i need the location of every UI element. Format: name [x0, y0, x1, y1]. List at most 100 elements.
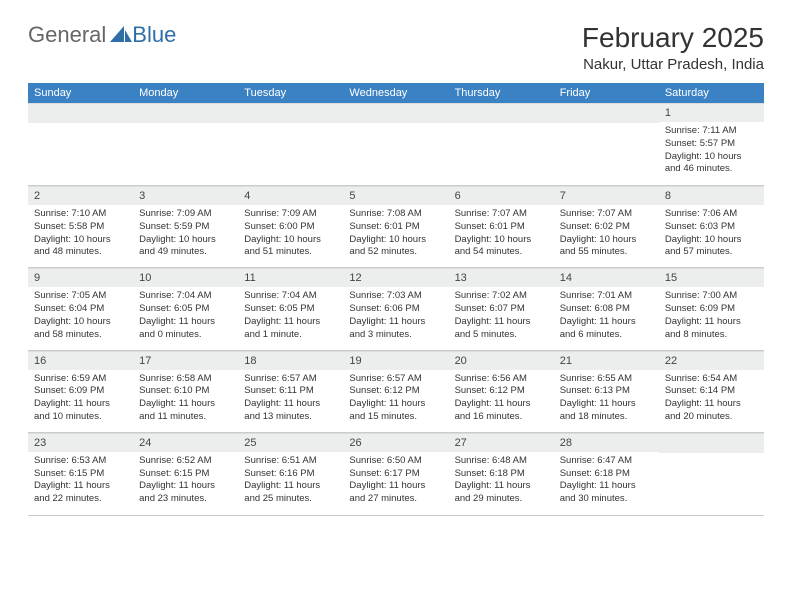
sunrise-text: Sunrise: 7:09 AM	[244, 208, 337, 221]
daylight-text: Daylight: 11 hours and 29 minutes.	[455, 480, 548, 506]
calendar-week-row: 1Sunrise: 7:11 AMSunset: 5:57 PMDaylight…	[28, 103, 764, 186]
daylight-text: Daylight: 10 hours and 46 minutes.	[665, 151, 758, 177]
daylight-text: Daylight: 10 hours and 54 minutes.	[455, 234, 548, 260]
daylight-text: Daylight: 11 hours and 13 minutes.	[244, 398, 337, 424]
sunrise-text: Sunrise: 7:04 AM	[139, 290, 232, 303]
sunrise-text: Sunrise: 6:48 AM	[455, 455, 548, 468]
day-number: 1	[659, 103, 764, 122]
sunset-text: Sunset: 6:08 PM	[560, 303, 653, 316]
calendar-day-cell: 25Sunrise: 6:51 AMSunset: 6:16 PMDayligh…	[238, 432, 343, 515]
day-body: Sunrise: 7:07 AMSunset: 6:01 PMDaylight:…	[449, 205, 554, 267]
day-number-blank	[554, 103, 659, 123]
title-block: February 2025 Nakur, Uttar Pradesh, Indi…	[582, 22, 764, 73]
daylight-text: Daylight: 11 hours and 11 minutes.	[139, 398, 232, 424]
sunset-text: Sunset: 5:57 PM	[665, 138, 758, 151]
calendar-day-cell: 24Sunrise: 6:52 AMSunset: 6:15 PMDayligh…	[133, 432, 238, 515]
calendar-day-cell: 9Sunrise: 7:05 AMSunset: 6:04 PMDaylight…	[28, 268, 133, 350]
calendar-week-row: 9Sunrise: 7:05 AMSunset: 6:04 PMDaylight…	[28, 268, 764, 350]
sunset-text: Sunset: 5:59 PM	[139, 221, 232, 234]
daylight-text: Daylight: 11 hours and 25 minutes.	[244, 480, 337, 506]
sunset-text: Sunset: 6:18 PM	[455, 468, 548, 481]
calendar-day-cell: 12Sunrise: 7:03 AMSunset: 6:06 PMDayligh…	[343, 268, 448, 350]
day-body-blank	[28, 123, 133, 185]
day-number: 5	[343, 186, 448, 205]
sunset-text: Sunset: 6:01 PM	[455, 221, 548, 234]
calendar-day-cell: 15Sunrise: 7:00 AMSunset: 6:09 PMDayligh…	[659, 268, 764, 350]
day-body: Sunrise: 6:54 AMSunset: 6:14 PMDaylight:…	[659, 370, 764, 432]
location-subtitle: Nakur, Uttar Pradesh, India	[582, 56, 764, 73]
sunset-text: Sunset: 6:12 PM	[455, 385, 548, 398]
day-number: 27	[449, 433, 554, 452]
day-number: 19	[343, 351, 448, 370]
calendar-day-cell: 21Sunrise: 6:55 AMSunset: 6:13 PMDayligh…	[554, 350, 659, 432]
calendar-day-cell: 1Sunrise: 7:11 AMSunset: 5:57 PMDaylight…	[659, 103, 764, 186]
daylight-text: Daylight: 11 hours and 6 minutes.	[560, 316, 653, 342]
sunset-text: Sunset: 6:11 PM	[244, 385, 337, 398]
day-body: Sunrise: 7:09 AMSunset: 5:59 PMDaylight:…	[133, 205, 238, 267]
day-body: Sunrise: 7:05 AMSunset: 6:04 PMDaylight:…	[28, 287, 133, 349]
weekday-header: Monday	[133, 83, 238, 103]
sunrise-text: Sunrise: 7:05 AM	[34, 290, 127, 303]
day-number: 17	[133, 351, 238, 370]
day-body: Sunrise: 7:07 AMSunset: 6:02 PMDaylight:…	[554, 205, 659, 267]
day-body-blank	[449, 123, 554, 185]
daylight-text: Daylight: 11 hours and 5 minutes.	[455, 316, 548, 342]
sunrise-text: Sunrise: 7:07 AM	[560, 208, 653, 221]
daylight-text: Daylight: 11 hours and 30 minutes.	[560, 480, 653, 506]
calendar-day-cell: 18Sunrise: 6:57 AMSunset: 6:11 PMDayligh…	[238, 350, 343, 432]
daylight-text: Daylight: 10 hours and 58 minutes.	[34, 316, 127, 342]
day-body-blank	[133, 123, 238, 185]
sunrise-text: Sunrise: 7:06 AM	[665, 208, 758, 221]
calendar-day-cell	[554, 103, 659, 186]
day-body-blank	[343, 123, 448, 185]
day-number-blank	[449, 103, 554, 123]
sunrise-text: Sunrise: 6:53 AM	[34, 455, 127, 468]
sunset-text: Sunset: 6:03 PM	[665, 221, 758, 234]
sunrise-text: Sunrise: 6:50 AM	[349, 455, 442, 468]
weekday-header: Saturday	[659, 83, 764, 103]
day-body: Sunrise: 7:08 AMSunset: 6:01 PMDaylight:…	[343, 205, 448, 267]
sunset-text: Sunset: 6:01 PM	[349, 221, 442, 234]
day-body: Sunrise: 6:57 AMSunset: 6:12 PMDaylight:…	[343, 370, 448, 432]
sunrise-text: Sunrise: 6:56 AM	[455, 373, 548, 386]
day-body: Sunrise: 7:02 AMSunset: 6:07 PMDaylight:…	[449, 287, 554, 349]
calendar-day-cell	[28, 103, 133, 186]
calendar-day-cell	[343, 103, 448, 186]
day-body: Sunrise: 7:00 AMSunset: 6:09 PMDaylight:…	[659, 287, 764, 349]
day-body: Sunrise: 7:09 AMSunset: 6:00 PMDaylight:…	[238, 205, 343, 267]
calendar-day-cell: 26Sunrise: 6:50 AMSunset: 6:17 PMDayligh…	[343, 432, 448, 515]
header: General Blue February 2025 Nakur, Uttar …	[28, 22, 764, 73]
sunset-text: Sunset: 6:06 PM	[349, 303, 442, 316]
day-body: Sunrise: 6:50 AMSunset: 6:17 PMDaylight:…	[343, 452, 448, 514]
sunset-text: Sunset: 6:15 PM	[34, 468, 127, 481]
calendar-day-cell: 20Sunrise: 6:56 AMSunset: 6:12 PMDayligh…	[449, 350, 554, 432]
calendar-day-cell: 11Sunrise: 7:04 AMSunset: 6:05 PMDayligh…	[238, 268, 343, 350]
daylight-text: Daylight: 10 hours and 55 minutes.	[560, 234, 653, 260]
day-body: Sunrise: 7:04 AMSunset: 6:05 PMDaylight:…	[238, 287, 343, 349]
sail-icon	[110, 26, 132, 44]
day-body: Sunrise: 6:55 AMSunset: 6:13 PMDaylight:…	[554, 370, 659, 432]
sunset-text: Sunset: 6:09 PM	[665, 303, 758, 316]
weekday-header-row: Sunday Monday Tuesday Wednesday Thursday…	[28, 83, 764, 103]
sunset-text: Sunset: 5:58 PM	[34, 221, 127, 234]
day-body: Sunrise: 7:10 AMSunset: 5:58 PMDaylight:…	[28, 205, 133, 267]
day-number: 24	[133, 433, 238, 452]
sunset-text: Sunset: 6:05 PM	[244, 303, 337, 316]
sunrise-text: Sunrise: 6:58 AM	[139, 373, 232, 386]
weekday-header: Sunday	[28, 83, 133, 103]
calendar-day-cell: 14Sunrise: 7:01 AMSunset: 6:08 PMDayligh…	[554, 268, 659, 350]
day-number: 16	[28, 351, 133, 370]
day-number: 12	[343, 268, 448, 287]
sunrise-text: Sunrise: 7:10 AM	[34, 208, 127, 221]
sunset-text: Sunset: 6:16 PM	[244, 468, 337, 481]
calendar-week-row: 23Sunrise: 6:53 AMSunset: 6:15 PMDayligh…	[28, 432, 764, 515]
weekday-header: Tuesday	[238, 83, 343, 103]
sunset-text: Sunset: 6:05 PM	[139, 303, 232, 316]
day-number: 18	[238, 351, 343, 370]
sunset-text: Sunset: 6:15 PM	[139, 468, 232, 481]
daylight-text: Daylight: 11 hours and 0 minutes.	[139, 316, 232, 342]
sunset-text: Sunset: 6:09 PM	[34, 385, 127, 398]
day-number: 15	[659, 268, 764, 287]
day-body: Sunrise: 7:04 AMSunset: 6:05 PMDaylight:…	[133, 287, 238, 349]
daylight-text: Daylight: 11 hours and 8 minutes.	[665, 316, 758, 342]
